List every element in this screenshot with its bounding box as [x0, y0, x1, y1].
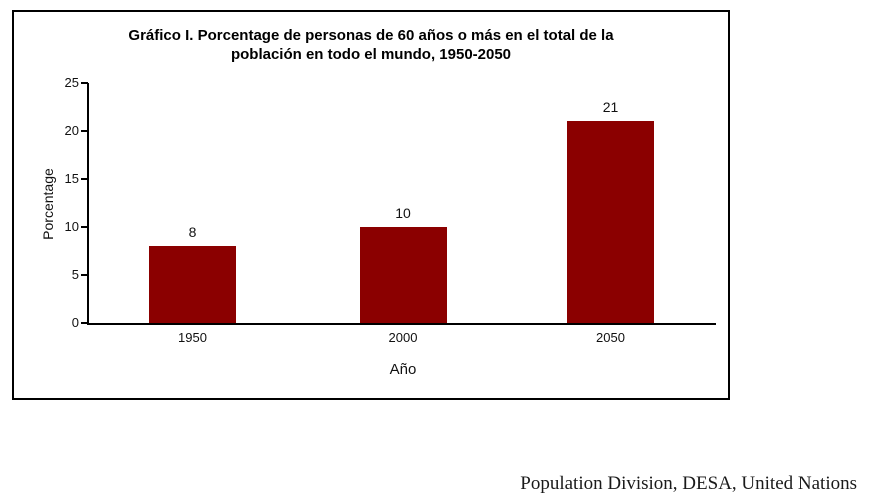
y-tick-label: 10	[64, 219, 79, 234]
chart-title-line1: Gráfico I. Porcentage de personas de 60 …	[128, 27, 614, 44]
bar-value-label: 8	[188, 224, 197, 241]
y-tick-mark	[81, 82, 88, 84]
chart-frame: Gráfico I. Porcentage de personas de 60 …	[12, 10, 730, 400]
y-tick-mark	[81, 322, 88, 324]
x-tick-label: 2050	[596, 330, 625, 345]
y-tick-mark	[81, 130, 88, 132]
y-tick-mark	[81, 178, 88, 180]
plot-area: 0 5 10 15 20 25 8 1950 10 2000 21 2050	[14, 12, 728, 398]
x-axis-title: Año	[389, 361, 417, 378]
bar-2000	[359, 227, 447, 323]
bar-value-label: 21	[602, 99, 619, 116]
x-tick-label: 2000	[388, 330, 418, 345]
y-tick-label: 15	[64, 171, 79, 186]
y-tick-mark	[81, 274, 88, 276]
bar-1950	[149, 246, 236, 323]
y-tick-label: 20	[64, 123, 79, 138]
y-tick-label: 25	[64, 75, 79, 90]
source-credit: Population Division, DESA, United Nation…	[520, 473, 857, 494]
chart-title-line2: población en todo el mundo, 1950-2050	[230, 46, 512, 63]
y-axis-line	[87, 83, 89, 325]
bar-2050	[567, 121, 654, 323]
bar-value-label: 10	[395, 205, 411, 221]
y-tick-label: 5	[71, 267, 79, 282]
y-tick-label: 0	[71, 315, 79, 330]
chart-title: Gráfico I. Porcentage de personas de 60 …	[14, 26, 728, 64]
y-tick-mark	[81, 226, 88, 228]
x-axis-line	[88, 323, 716, 325]
x-tick-label: 1950	[178, 330, 207, 345]
